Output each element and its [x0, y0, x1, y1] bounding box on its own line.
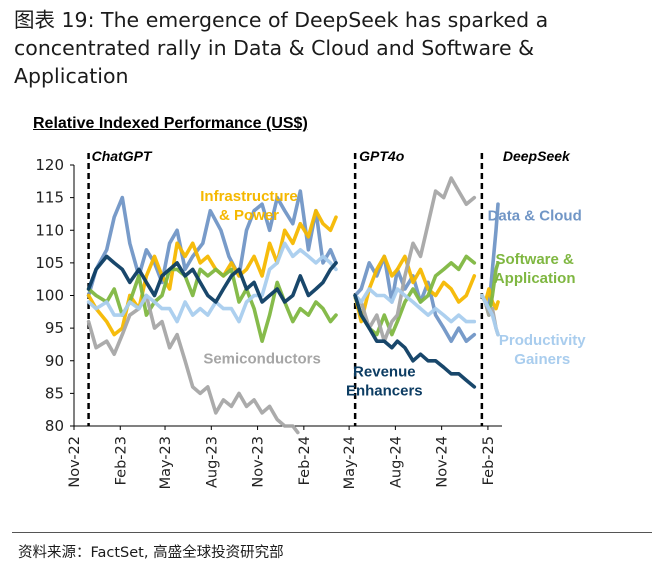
- series-line-semiconductors: [353, 176, 477, 344]
- series-label: Infrastructure: [200, 188, 298, 205]
- x-tick-label: Feb-25: [481, 436, 497, 485]
- series-line-productivity-gainers: [480, 293, 500, 337]
- y-tick-label: 85: [45, 384, 64, 402]
- series-line-productivity-gainers: [353, 287, 477, 324]
- series-line-semiconductors: [86, 293, 300, 435]
- event-label: GPT4o: [359, 148, 405, 164]
- source-note: 资料来源：FactSet, 高盛全球投资研究部: [18, 545, 284, 561]
- y-tick-label: 95: [45, 319, 64, 337]
- series-line-infrastructure-power: [353, 254, 477, 324]
- series-label: Software &: [496, 251, 575, 268]
- series-label: Semiconductors: [203, 350, 321, 367]
- x-tick-label: Nov-23: [251, 436, 267, 488]
- series-label: Productivity: [499, 332, 586, 349]
- series-line-revenue-enhancers: [353, 293, 477, 389]
- x-tick-label: Nov-22: [67, 436, 83, 488]
- y-tick-label: 105: [35, 254, 64, 272]
- series-label: Application: [494, 270, 576, 287]
- x-tick-label: May-23: [158, 436, 174, 489]
- figure-label: 图表 19:: [14, 8, 95, 32]
- x-tick-label: Feb-24: [297, 436, 313, 485]
- x-tick-label: May-24: [342, 436, 358, 489]
- series-line-software-application: [353, 254, 477, 337]
- x-tick-label: Aug-23: [204, 436, 220, 488]
- figure-title-text: The emergence of DeepSeek has sparked a …: [14, 8, 549, 88]
- y-tick-label: 120: [35, 156, 64, 174]
- event-markers: ChatGPT GPT4o DeepSeek: [87, 148, 571, 426]
- series-label: & Power: [219, 207, 279, 224]
- y-tick-label: 110: [35, 221, 64, 239]
- series-label: Gainers: [514, 351, 570, 368]
- y-tick-label: 100: [35, 287, 64, 305]
- series-line-revenue-enhancers: [86, 254, 338, 304]
- series-labels: Infrastructure & Power Data & Cloud Softwar…: [200, 188, 586, 400]
- source-divider: [12, 532, 652, 533]
- y-tick-label: 80: [45, 417, 64, 435]
- event-label: ChatGPT: [92, 148, 153, 164]
- x-tick-label: Nov-24: [435, 436, 451, 488]
- x-tick-label: Aug-24: [388, 436, 404, 488]
- figure-title: 图表 19: The emergence of DeepSeek has spa…: [14, 6, 654, 90]
- series-line-software-application: [86, 267, 338, 344]
- series-line-data-cloud: [86, 189, 338, 298]
- y-tick-label: 90: [45, 352, 64, 370]
- series-label: Enhancers: [346, 382, 423, 399]
- chart-title: Relative Indexed Performance (US$): [33, 115, 308, 132]
- series-lines: [86, 176, 500, 435]
- series-label: Data & Cloud: [488, 207, 582, 224]
- x-tick-label: Feb-23: [113, 436, 129, 485]
- axes: 80 85 90 95 100 105 110 115 120 Nov-22 Feb-23 May-2…: [35, 156, 502, 489]
- y-tick-label: 115: [35, 189, 64, 207]
- series-label: Revenue: [353, 363, 416, 380]
- event-label: DeepSeek: [503, 148, 571, 164]
